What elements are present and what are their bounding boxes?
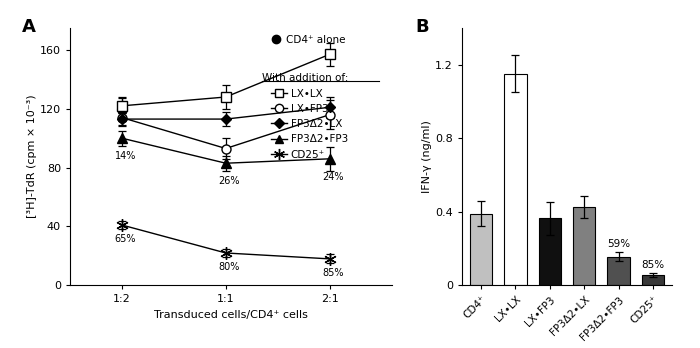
Text: 85%: 85% bbox=[323, 268, 344, 278]
Y-axis label: IFN-γ (ng/ml): IFN-γ (ng/ml) bbox=[422, 120, 433, 193]
Text: 14%: 14% bbox=[115, 151, 136, 161]
Text: 65%: 65% bbox=[115, 234, 136, 244]
Bar bbox=[573, 207, 596, 285]
Bar bbox=[608, 257, 630, 285]
Bar bbox=[642, 275, 664, 285]
Bar bbox=[538, 218, 561, 285]
Text: B: B bbox=[416, 17, 429, 35]
Text: 85%: 85% bbox=[641, 260, 664, 270]
Text: With addition of:: With addition of: bbox=[262, 73, 348, 83]
Bar bbox=[504, 74, 526, 285]
Legend: LX•LX, LX•FP3, FP3Δ2•LX, FP3Δ2•FP3, CD25⁺: LX•LX, LX•FP3, FP3Δ2•LX, FP3Δ2•FP3, CD25… bbox=[267, 85, 352, 164]
Bar bbox=[470, 214, 492, 285]
X-axis label: Transduced cells/CD4⁺ cells: Transduced cells/CD4⁺ cells bbox=[154, 310, 308, 320]
Text: 80%: 80% bbox=[218, 262, 240, 272]
Text: A: A bbox=[22, 17, 36, 35]
Y-axis label: [³H]-TdR (cpm × 10⁻³): [³H]-TdR (cpm × 10⁻³) bbox=[27, 95, 37, 219]
Text: 59%: 59% bbox=[607, 239, 630, 248]
Text: 24%: 24% bbox=[323, 172, 344, 182]
Text: 26%: 26% bbox=[218, 176, 240, 187]
